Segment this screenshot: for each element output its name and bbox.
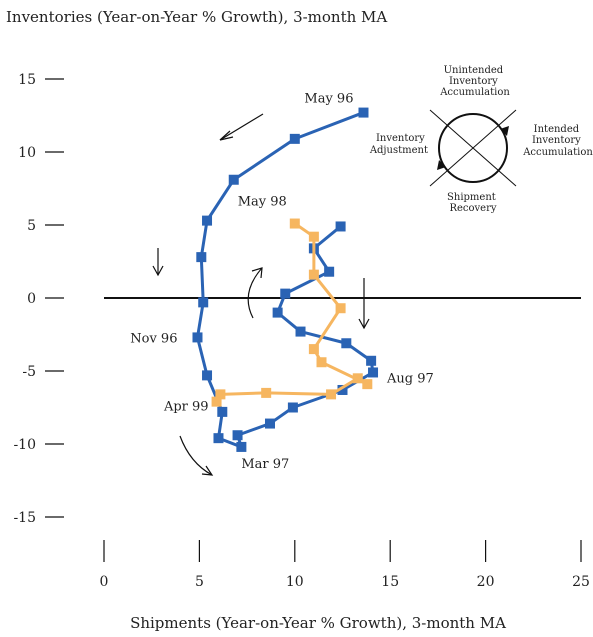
y-axis: 15 10 5 0 -5 -10 -15 xyxy=(13,72,64,526)
cycle-diagram: Unintended Inventory Accumulation Invent… xyxy=(369,65,593,214)
annotation-label: May 96 xyxy=(304,92,353,107)
annotation-layer: May 96 May 98 Nov 96 Aug 97 Apr 99 Mar 97 xyxy=(130,92,434,472)
data-point xyxy=(362,379,373,390)
cycle-cross-icon xyxy=(429,109,517,187)
data-point xyxy=(280,288,291,299)
data-point xyxy=(308,344,319,355)
data-point xyxy=(236,441,247,452)
data-point xyxy=(228,174,239,185)
annotation-label: May 98 xyxy=(238,195,287,210)
data-point xyxy=(289,218,300,229)
x-tick-label: 15 xyxy=(381,574,399,590)
data-point xyxy=(308,231,319,242)
x-tick-label: 0 xyxy=(100,574,109,590)
x-tick-label: 20 xyxy=(477,574,495,590)
cycle-label-bottom: Shipment Recovery xyxy=(447,192,499,214)
arrow-curve-up-icon xyxy=(247,267,263,319)
data-point xyxy=(289,133,300,144)
data-point xyxy=(366,355,377,366)
data-point xyxy=(324,266,335,277)
chart-title: Inventories (Year-on-Year % Growth), 3-m… xyxy=(6,8,387,26)
data-point xyxy=(352,373,363,384)
y-tick-label: 0 xyxy=(27,291,36,307)
y-tick-label: 15 xyxy=(18,72,36,88)
series-layer xyxy=(192,107,379,452)
y-tick-label: 5 xyxy=(27,218,36,234)
data-point xyxy=(368,367,379,378)
cycle-label-right: Intended Inventory Accumulation xyxy=(522,124,593,158)
data-point xyxy=(202,370,213,381)
arrow-top-left-icon xyxy=(219,113,264,141)
series-0 xyxy=(192,107,379,452)
data-point xyxy=(272,307,283,318)
arrow-down-left-icon xyxy=(152,248,164,277)
data-point xyxy=(335,303,346,314)
data-point xyxy=(217,406,228,417)
data-point xyxy=(335,221,346,232)
data-point xyxy=(196,252,207,263)
x-axis-label: Shipments (Year-on-Year % Growth), 3-mon… xyxy=(130,614,506,632)
cycle-label-top: Unintended Inventory Accumulation xyxy=(439,65,510,98)
data-point xyxy=(308,269,319,280)
arrow-curve-bottom-icon xyxy=(179,435,214,476)
annotation-label: Aug 97 xyxy=(386,371,434,386)
data-point xyxy=(337,384,348,395)
x-tick-label: 5 xyxy=(195,574,204,590)
x-axis: 0 5 10 15 20 25 xyxy=(100,540,590,590)
y-tick-label: -10 xyxy=(13,437,36,453)
data-point xyxy=(215,389,226,400)
data-point xyxy=(211,396,222,407)
arrow-down-right-icon xyxy=(358,278,370,330)
y-tick-label: 10 xyxy=(18,145,36,161)
data-point xyxy=(192,332,203,343)
data-point xyxy=(232,430,243,441)
annotation-label: Nov 96 xyxy=(130,331,177,346)
data-point xyxy=(213,433,224,444)
data-point xyxy=(287,402,298,413)
data-point xyxy=(295,326,306,337)
data-point xyxy=(341,338,352,349)
data-point xyxy=(202,215,213,226)
data-point xyxy=(358,107,369,118)
data-point xyxy=(261,387,272,398)
x-tick-label: 25 xyxy=(572,574,590,590)
series-line xyxy=(215,222,369,403)
y-tick-label: -5 xyxy=(22,364,36,380)
annotation-label: Mar 97 xyxy=(241,457,289,472)
y-tick-label: -15 xyxy=(13,510,36,526)
annotation-label: Apr 99 xyxy=(163,400,209,415)
data-point xyxy=(198,297,209,308)
series-1 xyxy=(211,218,373,407)
data-point xyxy=(316,357,327,368)
cycle-label-left: Inventory Adjustment xyxy=(369,133,428,156)
x-tick-label: 10 xyxy=(286,574,304,590)
data-point xyxy=(326,389,337,400)
direction-arrows xyxy=(152,113,370,476)
data-point xyxy=(264,418,275,429)
